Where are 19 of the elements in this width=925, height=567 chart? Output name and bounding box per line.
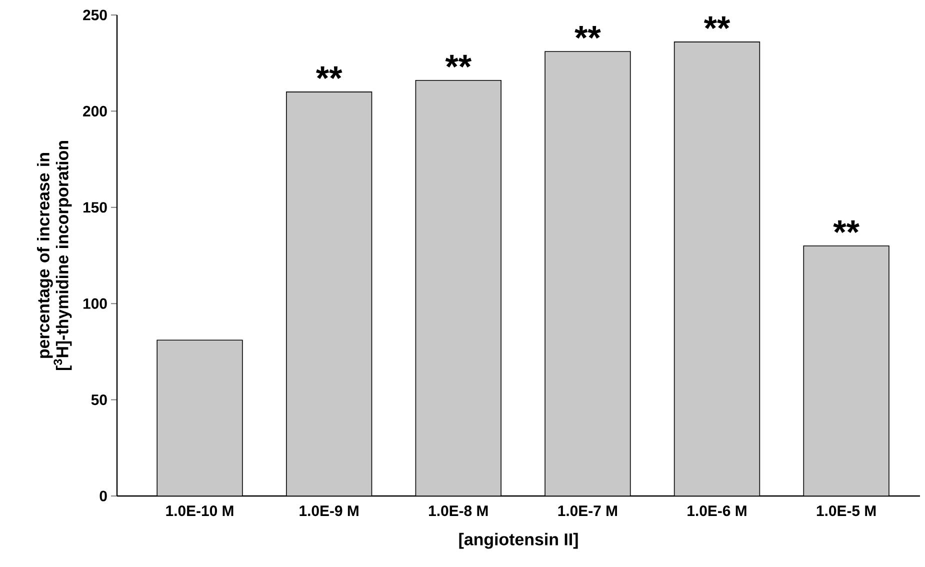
x-tick-label: 1.0E-6 M — [688, 506, 746, 516]
annotation: ** — [574, 26, 601, 39]
annotation: ** — [704, 16, 730, 30]
y-tick-label: 150 — [83, 202, 107, 213]
y-axis-title: percentage of increase in [$^{3}$H]-thymidine incorporation — [37, 141, 72, 370]
y-tick-label: 50 — [91, 394, 107, 406]
annotation: ** — [316, 66, 342, 80]
y-tick-label: 200 — [83, 106, 107, 116]
x-tick-label: 1.0E-10 M — [166, 506, 234, 516]
annotation: ** — [445, 54, 472, 68]
annotation: ** — [833, 220, 860, 233]
x-axis-title: [angiotensin II] — [459, 532, 578, 549]
x-tick-label: 1.0E-7 M — [558, 506, 617, 516]
y-tick-label: 0 — [100, 490, 107, 502]
x-tick-label: 1.0E-9 M — [300, 506, 358, 516]
x-tick-label: 1.0E-8 M — [429, 506, 488, 516]
y-tick-label: 100 — [83, 298, 107, 309]
x-tick-label: 1.0E-5 M — [816, 506, 876, 516]
y-tick-label: 250 — [83, 10, 107, 20]
